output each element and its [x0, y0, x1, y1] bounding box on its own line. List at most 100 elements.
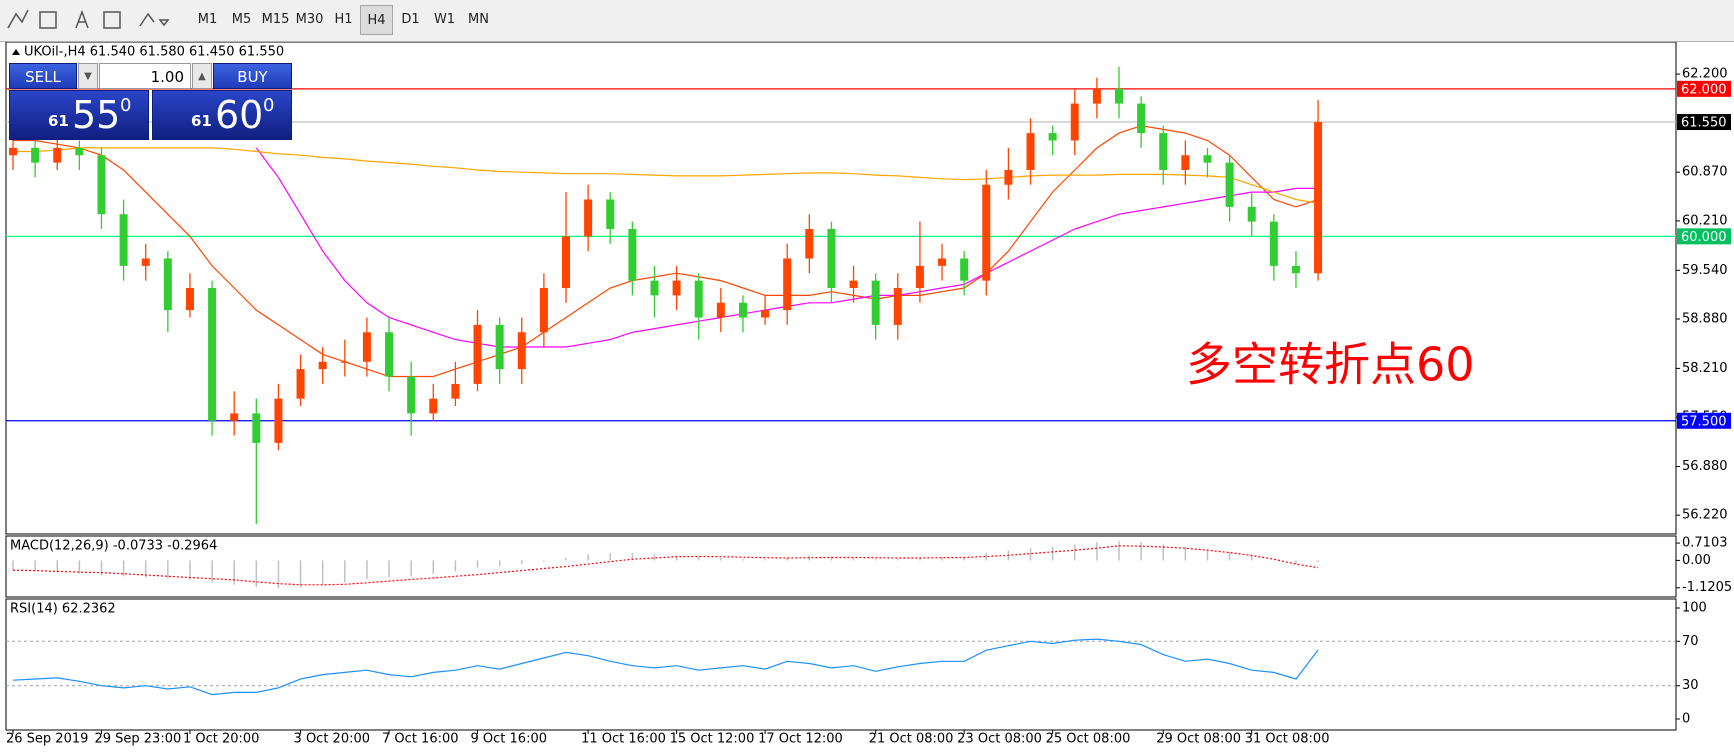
y-tick-label: -1.1205: [1682, 580, 1732, 595]
candle-body: [473, 324, 482, 384]
one-click-trading: SELL ▼ 1.00 ▲ BUY 61 55 0 61 60 0: [9, 63, 292, 140]
candle-body: [119, 214, 128, 266]
timeframe-button[interactable]: W1: [427, 5, 461, 35]
candle-body: [75, 147, 84, 156]
panel-title: UKOil-,H4 61.540 61.580 61.450 61.550: [24, 45, 284, 60]
candle-body: [1048, 133, 1057, 141]
candle-body: [362, 332, 371, 362]
y-tick-label: 60.210: [1682, 213, 1728, 228]
candle-body: [849, 280, 858, 288]
bid-price[interactable]: 61 55 0: [9, 90, 149, 140]
y-tick-label: 58.210: [1682, 361, 1728, 376]
level-label: 61.550: [1681, 116, 1727, 131]
candle-body: [208, 288, 217, 421]
moving-average: [13, 147, 1319, 204]
timeframe-button[interactable]: M1: [190, 5, 224, 35]
candle-body: [1181, 155, 1190, 170]
candle-body: [738, 302, 747, 318]
lots-input[interactable]: 1.00: [99, 63, 191, 89]
price-big: 61: [48, 112, 69, 130]
x-tick-label: 31 Oct 08:00: [1245, 732, 1330, 747]
x-tick-label: 7 Oct 16:00: [382, 732, 458, 747]
lots-down[interactable]: ▼: [78, 63, 98, 89]
x-tick-label: 17 Oct 12:00: [758, 732, 843, 747]
candle-body: [783, 258, 792, 311]
panel-title: RSI(14) 62.2362: [10, 602, 116, 617]
panel: [5, 598, 1677, 731]
candle-body: [1137, 103, 1146, 134]
icon-grid[interactable]: [39, 11, 57, 29]
candle-body: [1026, 133, 1035, 170]
level-label-box: [1677, 412, 1731, 429]
candle-body: [274, 398, 283, 443]
candle-body: [495, 324, 504, 370]
timeframe-button[interactable]: MN: [461, 5, 495, 35]
candle-body: [31, 147, 40, 163]
candle-body: [340, 361, 349, 363]
y-tick-label: 58.880: [1682, 311, 1728, 326]
candle-body: [1269, 221, 1278, 266]
level-label-box: [1677, 80, 1731, 97]
y-tick-label: 59.540: [1682, 263, 1728, 278]
timeframe-button[interactable]: M30: [292, 5, 326, 35]
sell-button[interactable]: SELL: [9, 63, 77, 89]
timeframe-button[interactable]: H1: [326, 5, 360, 35]
y-tick-label: 0: [1682, 712, 1690, 727]
candle-body: [296, 369, 305, 399]
candle-body: [606, 199, 615, 229]
candle-body: [185, 288, 194, 311]
candle-body: [562, 236, 570, 288]
candle-body: [318, 361, 327, 370]
candle-body: [1225, 162, 1234, 207]
x-tick-label: 25 Oct 08:00: [1046, 732, 1131, 747]
icon-line-studies[interactable]: [7, 9, 29, 29]
y-tick-label: 100: [1682, 600, 1707, 615]
candle-body: [805, 228, 814, 259]
candle-body: [385, 332, 394, 377]
timeframe-button[interactable]: H4: [360, 5, 393, 35]
y-tick-label: 62.200: [1682, 67, 1728, 82]
candle-body: [1004, 169, 1013, 185]
icon-shapes[interactable]: [139, 12, 170, 27]
lots-up[interactable]: ▲: [192, 63, 212, 89]
moving-average: [13, 125, 1319, 378]
candle-body: [429, 398, 438, 414]
candle-body: [938, 258, 947, 266]
candle-body: [9, 147, 17, 156]
y-tick-label: 56.880: [1682, 459, 1728, 474]
x-tick-label: 15 Oct 12:00: [670, 732, 755, 747]
x-tick-label: 11 Oct 16:00: [581, 732, 666, 747]
rsi-line: [12, 638, 1319, 696]
candle-body: [1291, 265, 1300, 274]
toolbar: M1 M5 M15 M30 H1 H4 D1 W1 MN: [0, 0, 1734, 42]
x-tick-label: 29 Sep 23:00: [94, 732, 181, 747]
price-point: 0: [120, 95, 132, 116]
ask-price[interactable]: 61 60 0: [152, 90, 292, 140]
x-tick-label: 21 Oct 08:00: [869, 732, 954, 747]
buy-button[interactable]: BUY: [213, 63, 292, 89]
price-big: 61: [191, 112, 212, 130]
timeframe-button[interactable]: M5: [224, 5, 258, 35]
level-label-box: [1677, 228, 1731, 245]
candle-body: [1115, 88, 1123, 104]
timeframe-button[interactable]: D1: [393, 5, 427, 35]
price-pips: 60: [215, 93, 264, 137]
candle-body: [893, 288, 902, 325]
timeframe-button[interactable]: M15: [258, 5, 292, 35]
icon-text[interactable]: [75, 9, 89, 29]
candle-body: [1070, 103, 1079, 141]
candle-body: [407, 376, 416, 414]
candle-body: [141, 258, 150, 266]
icon-label[interactable]: [103, 11, 121, 29]
signal-line: [12, 545, 1319, 586]
x-tick-label: 26 Sep 2019: [6, 732, 88, 747]
candle-body: [628, 228, 637, 281]
toolbar-icons: [7, 9, 170, 29]
candle-body: [915, 265, 924, 288]
candle-body: [716, 302, 725, 318]
panel: [5, 535, 1677, 598]
candle-body: [982, 184, 991, 281]
candle-body: [1314, 122, 1323, 274]
price-point: 0: [263, 95, 275, 116]
